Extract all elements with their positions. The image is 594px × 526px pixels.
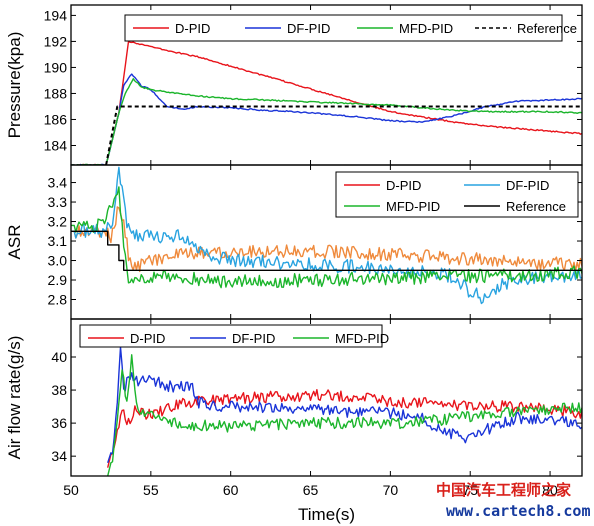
legend: D-PID DF-PID MFD-PID Reference: [124, 14, 577, 42]
y-axis-label: ASR: [5, 225, 24, 260]
legend-label-d-pid: D-PID: [175, 21, 210, 36]
legend-label-d-pid: D-PID: [130, 331, 165, 346]
watermark-line1: 中国汽车工程师之家: [436, 481, 571, 499]
legend-label-mfd-pid: MFD-PID: [335, 331, 389, 346]
legend-label-d-pid: D-PID: [386, 178, 421, 193]
series-line-d-pid: [107, 389, 582, 468]
x-tick-label: 70: [383, 482, 399, 498]
y-axis-label: Air flow rate(g/s): [5, 336, 24, 460]
series-line-df-pid: [71, 166, 582, 305]
x-tick-label: 50: [63, 482, 79, 498]
plots-layer: 184 186 188 190 192 194 Pressure(kpa) D-PID DF-P…: [5, 4, 583, 524]
legend-label-df-pid: DF-PID: [232, 331, 275, 346]
legend-label-df-pid: DF-PID: [506, 178, 549, 193]
legend-label-reference: Reference: [506, 199, 566, 214]
legend: D-PID DF-PID MFD-PID: [79, 324, 389, 348]
y-tick-label: 3.3: [48, 194, 68, 210]
series-group: [71, 166, 582, 305]
y-axis-label: Pressure(kpa): [5, 32, 24, 139]
y-tick-label: 38: [51, 382, 67, 398]
series-line-reference: [71, 230, 582, 271]
x-tick-label: 75: [462, 482, 478, 498]
y-tick-label: 3.4: [48, 175, 68, 191]
y-tick-label: 34: [51, 448, 67, 464]
chart-panel-1: 184 186 188 190 192 194 Pressure(kpa) D-PID DF-P…: [5, 4, 583, 166]
x-tick-label: 55: [143, 482, 159, 498]
x-axis-label: Time(s): [298, 505, 355, 524]
watermark-line2: www.cartech8.com: [446, 502, 591, 520]
y-tick-label: 3.1: [48, 233, 68, 249]
legend-label-mfd-pid: MFD-PID: [399, 21, 453, 36]
legend-label-df-pid: DF-PID: [287, 21, 330, 36]
y-tick-label: 3.2: [48, 214, 68, 230]
y-tick-label: 3.0: [48, 253, 68, 269]
legend-box: [79, 324, 383, 348]
series-group: [107, 346, 582, 476]
y-tick-label: 2.8: [48, 292, 68, 308]
y-tick-label: 188: [44, 85, 68, 101]
series-line-mfd-pid: [107, 354, 582, 476]
y-tick-label: 186: [44, 111, 68, 127]
series-line-d-pid: [71, 40, 582, 165]
series-line-d-pid: [71, 206, 582, 273]
series-line-mfd-pid: [71, 186, 582, 289]
watermark: 中国汽车工程师之家 www.cartech8.com: [436, 481, 591, 520]
y-tick-label: 40: [51, 349, 67, 365]
series-line-mfd-pid: [71, 78, 582, 165]
series-line-df-pid: [107, 346, 582, 464]
legend-label-mfd-pid: MFD-PID: [386, 199, 440, 214]
series-line-df-pid: [71, 73, 582, 165]
y-tick-label: 194: [44, 7, 68, 23]
x-tick-label: 65: [303, 482, 319, 498]
x-tick-label: 60: [223, 482, 239, 498]
series-line-reference: [105, 105, 582, 165]
x-tick-label: 80: [542, 482, 558, 498]
plot-frame: [70, 318, 583, 477]
legend-box: [335, 171, 579, 218]
series-group: [71, 40, 582, 165]
y-tick-label: 190: [44, 59, 68, 75]
y-tick-label: 184: [44, 137, 68, 153]
legend: D-PID DF-PID MFD-PID Reference: [335, 171, 579, 218]
y-tick-label: 192: [44, 33, 68, 49]
y-tick-label: 2.9: [48, 272, 68, 288]
y-tick-label: 36: [51, 415, 67, 431]
chart-panel-2: 2.8 2.9 3.0 3.1 3.2 3.3 3.4 ASR D-PID DF-PID MFD-P…: [5, 164, 583, 320]
legend-label-reference: Reference: [517, 21, 577, 36]
chart-panel-3: 34 36 38 40 Air flow rate(g/s) D-PID DF-PID MFD…: [5, 318, 583, 524]
